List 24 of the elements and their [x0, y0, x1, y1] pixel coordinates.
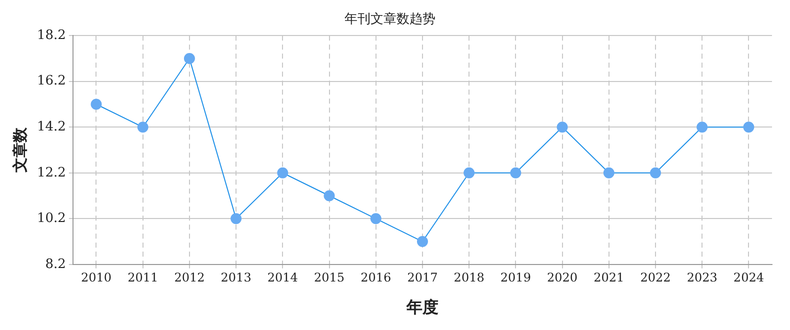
x-tick-label: 2017	[407, 270, 438, 285]
x-tick-label: 2013	[220, 270, 252, 285]
y-tick-label: 10.2	[36, 211, 66, 226]
x-tick-label: 2016	[360, 270, 392, 285]
x-tick-label: 2012	[174, 270, 205, 285]
x-tick-label: 2021	[594, 270, 624, 285]
x-tick-label: 2018	[454, 270, 484, 285]
x-tick-label: 2011	[128, 270, 158, 285]
y-axis-title: 文章数	[10, 126, 29, 174]
y-tick-label: 14.2	[36, 119, 66, 134]
x-tick-label: 2020	[547, 270, 578, 285]
x-axis-title: 年度	[405, 298, 438, 317]
x-tick-label: 2022	[640, 270, 671, 285]
y-tick-label: 18.2	[36, 28, 66, 43]
chart-title: 年刊文章数趋势	[344, 12, 436, 28]
y-tick-label: 16.2	[36, 74, 66, 89]
y-tick-label: 8.2	[45, 256, 66, 272]
x-tick-label: 2024	[733, 270, 764, 285]
x-tick-label: 2015	[314, 270, 345, 285]
x-tick-label: 2014	[267, 270, 298, 285]
x-tick-label: 2010	[80, 270, 112, 285]
y-tick-label: 12.2	[36, 165, 66, 180]
x-tick-label: 2023	[686, 270, 718, 285]
x-tick-label: 2019	[500, 270, 531, 285]
